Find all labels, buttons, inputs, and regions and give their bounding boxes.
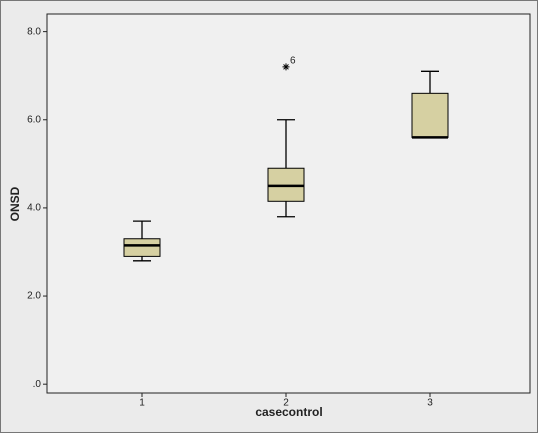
x-tick-label: 3 (427, 398, 433, 409)
plot-area (46, 13, 531, 394)
x-tick-label: 2 (283, 398, 289, 409)
outlier (282, 63, 290, 71)
x-tick-label: 1 (139, 398, 145, 409)
box (123, 238, 161, 257)
y-axis-title: ONSD (8, 186, 22, 221)
y-tick-label: 8.0 (27, 26, 41, 37)
y-tick-label: 4.0 (27, 203, 41, 214)
y-tick-label: 2.0 (27, 291, 41, 302)
y-tick-label: .0 (33, 379, 42, 390)
box (411, 92, 449, 138)
outlier-label: 6 (290, 56, 296, 67)
y-tick-label: 6.0 (27, 114, 41, 125)
x-axis-title: casecontrol (255, 405, 322, 419)
